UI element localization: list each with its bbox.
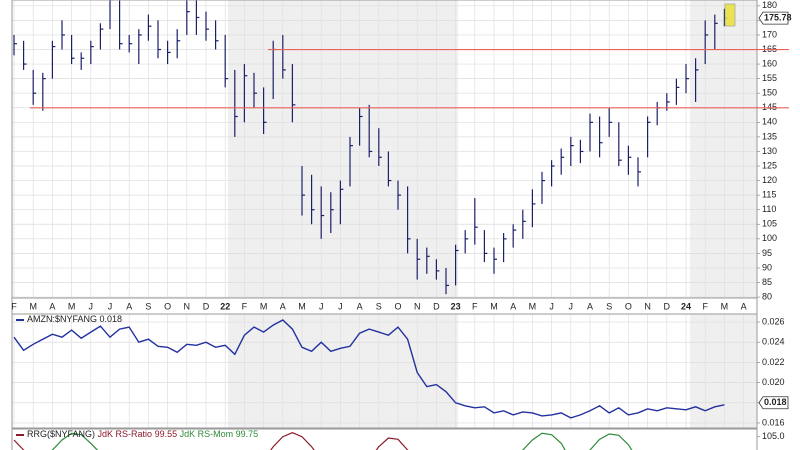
- x-tick-label: A: [741, 301, 747, 311]
- y-tick-label: 150: [762, 88, 777, 98]
- x-tick-label: M: [490, 301, 498, 311]
- y-tick-label: 165: [762, 44, 777, 54]
- legend-entry: JdK RS-Mom: [180, 429, 234, 439]
- y-tick-label: 145: [762, 102, 777, 112]
- x-tick-label: M: [260, 301, 268, 311]
- y-tick-label: 0.022: [762, 357, 785, 367]
- y-tick-label: 0.020: [762, 377, 785, 387]
- last-value-box: [758, 396, 789, 410]
- y-tick-label: 135: [762, 131, 777, 141]
- x-tick-label: M: [298, 301, 306, 311]
- y-tick-label: 105: [762, 219, 777, 229]
- x-tick-label: M: [68, 301, 76, 311]
- y-tick-label: 125: [762, 160, 777, 170]
- rrg-panel-frame: [11, 428, 758, 450]
- x-tick-label: S: [145, 301, 151, 311]
- x-tick-label: J: [549, 301, 554, 311]
- x-tick-label: A: [587, 301, 593, 311]
- y-tick-label: 130: [762, 146, 777, 156]
- x-tick-label: S: [376, 301, 382, 311]
- series-line: [51, 432, 633, 450]
- legend-entry: JdK RS-Ratio: [98, 429, 153, 439]
- y-tick-label: 95: [762, 248, 772, 258]
- y-tick-label: 140: [762, 117, 777, 127]
- last-value-label: 175.78: [764, 12, 792, 22]
- x-tick-label: F: [472, 301, 478, 311]
- x-tick-label: N: [644, 301, 651, 311]
- y-tick-label: 80: [762, 291, 772, 301]
- x-tick-label: N: [414, 301, 421, 311]
- y-tick-label: 160: [762, 58, 777, 68]
- rrg-title-name: RRG($NYFANG): [27, 429, 95, 439]
- last-value-box: [758, 11, 789, 25]
- x-tick-label: 23: [451, 301, 461, 311]
- y-tick-label: 180: [762, 0, 777, 10]
- rs-panel-frame: [11, 313, 758, 429]
- x-tick-label: A: [49, 301, 55, 311]
- x-tick-label: D: [664, 301, 671, 311]
- y-tick-label: 105.0: [762, 431, 785, 441]
- panel-marks: [13, 432, 633, 450]
- year-shade: [690, 314, 757, 428]
- legend-value: 99.55: [155, 429, 178, 439]
- x-tick-label: N: [184, 301, 191, 311]
- x-tick-label: D: [203, 301, 210, 311]
- x-tick-label: J: [319, 301, 324, 311]
- x-tick-label: F: [11, 301, 17, 311]
- x-tick-label: 24: [681, 301, 691, 311]
- x-tick-label: O: [164, 301, 171, 311]
- x-tick-label: M: [29, 301, 37, 311]
- x-tick-label: A: [280, 301, 286, 311]
- year-shade: [228, 314, 458, 428]
- y-tick-label: 110: [762, 204, 776, 214]
- rs-title: AMZN:$NYFANG 0.018: [27, 314, 122, 324]
- x-tick-label: J: [338, 301, 343, 311]
- y-tick-label: 170: [762, 29, 777, 39]
- series-line: [13, 319, 725, 419]
- y-tick-label: 90: [762, 262, 772, 272]
- x-tick-label: M: [721, 301, 729, 311]
- x-tick-label: D: [433, 301, 440, 311]
- y-tick-label: 115: [762, 190, 776, 200]
- x-tick-label: A: [357, 301, 363, 311]
- y-tick-label: 0.016: [762, 417, 785, 427]
- x-tick-label: J: [569, 301, 574, 311]
- x-tick-label: O: [625, 301, 632, 311]
- x-tick-label: 22: [220, 301, 230, 311]
- x-tick-label: O: [394, 301, 401, 311]
- x-tick-label: M: [529, 301, 537, 311]
- last-value-label: 0.018: [764, 397, 787, 407]
- y-tick-label: 0.026: [762, 316, 785, 326]
- y-tick-label: 100: [762, 233, 777, 243]
- last-bar-highlight: [724, 3, 736, 27]
- x-tick-label: A: [126, 301, 132, 311]
- y-tick-label: 0.024: [762, 337, 785, 347]
- rs-title-value: 0.018: [100, 314, 123, 324]
- rrg-title: RRG($NYFANG) JdK RS-Ratio 99.55 JdK RS-M…: [27, 429, 258, 439]
- y-tick-label: 155: [762, 73, 777, 83]
- x-tick-label: J: [89, 301, 94, 311]
- rs-title-name: AMZN:$NYFANG: [27, 314, 97, 324]
- x-tick-label: J: [108, 301, 113, 311]
- panel-marks: [13, 319, 725, 419]
- x-tick-label: S: [606, 301, 612, 311]
- legend-value: 99.75: [236, 429, 259, 439]
- x-tick-label: F: [702, 301, 708, 311]
- x-tick-label: A: [510, 301, 516, 311]
- x-tick-label: F: [242, 301, 248, 311]
- y-tick-label: 120: [762, 175, 777, 185]
- y-tick-label: 85: [762, 277, 772, 287]
